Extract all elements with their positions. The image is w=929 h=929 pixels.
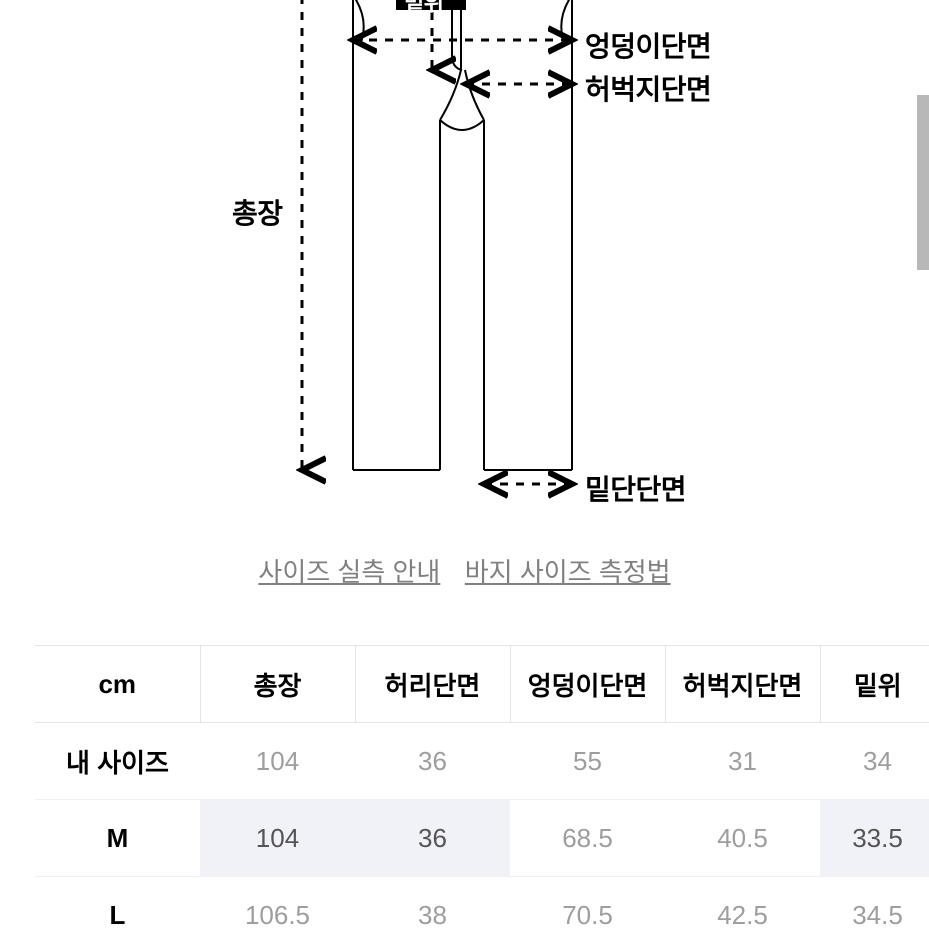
table-header-row: cm 총장 허리단면 엉덩이단면 허벅지단면 밑위 bbox=[35, 646, 929, 723]
table-cell: 55 bbox=[510, 723, 665, 800]
table-cell: 104 bbox=[200, 723, 355, 800]
table-header-col: 밑위 bbox=[820, 646, 929, 723]
size-table: cm 총장 허리단면 엉덩이단면 허벅지단면 밑위 내 사이즈104365531… bbox=[35, 645, 929, 929]
diagram-label-rise: 밑위 bbox=[404, 0, 443, 18]
links-row: 사이즈 실측 안내 바지 사이즈 측정법 bbox=[0, 552, 929, 589]
diagram-label-thigh: 허벅지단면 bbox=[585, 68, 711, 108]
table-cell: 106.5 bbox=[200, 877, 355, 929]
table-header-col: 엉덩이단면 bbox=[510, 646, 665, 723]
pants-diagram: 밑위 엉덩이단면 허벅지단면 총장 밑단단면 bbox=[0, 0, 929, 530]
table-cell: 42.5 bbox=[665, 877, 820, 929]
table-row: 내 사이즈10436553134 bbox=[35, 723, 929, 800]
table-cell: 36 bbox=[355, 723, 510, 800]
table-row: M1043668.540.533.5 bbox=[35, 800, 929, 877]
table-header-unit: cm bbox=[35, 646, 200, 723]
table-row-label: L bbox=[35, 877, 200, 929]
table-cell: 40.5 bbox=[665, 800, 820, 877]
table-cell: 70.5 bbox=[510, 877, 665, 929]
table-cell: 38 bbox=[355, 877, 510, 929]
table-row: L106.53870.542.534.5 bbox=[35, 877, 929, 929]
scrollbar[interactable] bbox=[917, 95, 929, 270]
link-pants-measure[interactable]: 바지 사이즈 측정법 bbox=[465, 557, 671, 587]
diagram-label-hip: 엉덩이단면 bbox=[585, 25, 711, 65]
table-cell: 68.5 bbox=[510, 800, 665, 877]
link-size-guide[interactable]: 사이즈 실측 안내 bbox=[258, 557, 440, 587]
table-cell: 33.5 bbox=[820, 800, 929, 877]
table-cell: 104 bbox=[200, 800, 355, 877]
diagram-label-length: 총장 bbox=[232, 192, 283, 232]
table-row-label: M bbox=[35, 800, 200, 877]
table-cell: 36 bbox=[355, 800, 510, 877]
table-cell: 31 bbox=[665, 723, 820, 800]
table-header-col: 허리단면 bbox=[355, 646, 510, 723]
diagram-label-hem: 밑단단면 bbox=[585, 468, 686, 508]
table-header-col: 허벅지단면 bbox=[665, 646, 820, 723]
table-header-col: 총장 bbox=[200, 646, 355, 723]
table-row-label: 내 사이즈 bbox=[35, 723, 200, 800]
table-cell: 34.5 bbox=[820, 877, 929, 929]
table-cell: 34 bbox=[820, 723, 929, 800]
